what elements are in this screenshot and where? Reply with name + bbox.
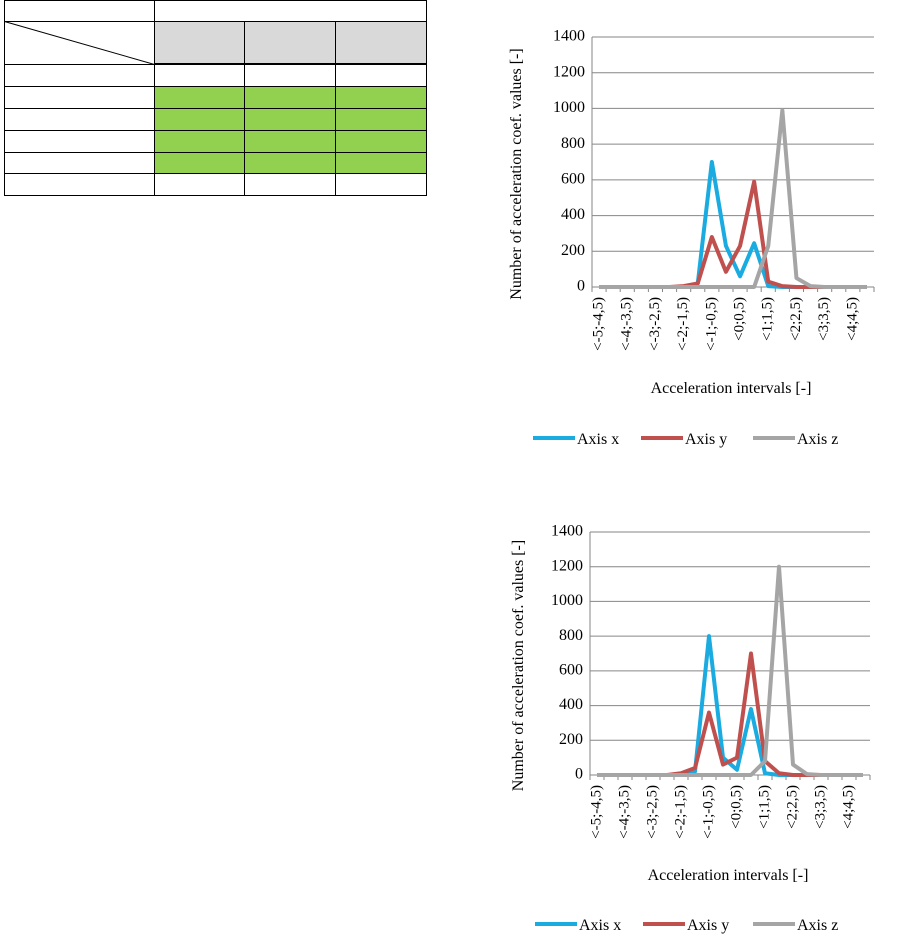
x-axis-label: Acceleration intervals [-]: [651, 380, 812, 397]
y-tick-label: 1200: [553, 63, 585, 80]
x-tick-label: <1;1,5): [760, 297, 776, 341]
legend-label: Axis x: [579, 917, 621, 934]
x-tick-label: <4;4,5): [840, 785, 856, 829]
series-line: [599, 108, 867, 289]
x-tick-label: <-3;-2,5): [647, 297, 663, 351]
x-tick-label: <-4;-3,5): [619, 297, 635, 351]
y-axis-label: Number of acceleration coef. values [-]: [508, 48, 525, 299]
y-tick-label: 200: [561, 242, 585, 259]
x-tick-label: <3;3,5): [816, 297, 832, 341]
x-tick-label: <-5;-4,5): [590, 297, 606, 351]
y-tick-label: 200: [559, 731, 583, 748]
x-tick-label: <-3;-2,5): [644, 785, 660, 839]
y-tick-label: 1400: [551, 523, 583, 540]
x-tick-label: <2;2,5): [784, 785, 800, 829]
y-axis-label: Number of acceleration coef. values [-]: [510, 540, 527, 791]
x-tick-label: <3;3,5): [812, 785, 828, 829]
y-tick-label: 400: [561, 206, 585, 223]
x-tick-label: <-1;-0,5): [703, 297, 719, 351]
table-cell: [244, 21, 336, 64]
legend-label: Axis x: [577, 431, 619, 448]
y-tick-label: 1200: [551, 557, 583, 574]
y-tick-label: 800: [559, 627, 583, 644]
x-tick-label: <-2;-1,5): [672, 785, 688, 839]
legend-label: Axis y: [687, 917, 729, 934]
y-tick-label: 1000: [551, 592, 583, 609]
table-cell: [335, 21, 427, 64]
y-tick-label: 1400: [553, 28, 585, 45]
y-tick-label: 0: [577, 278, 585, 295]
legend-label: Axis y: [685, 431, 727, 448]
table-border: [4, 0, 427, 196]
series-line: [599, 160, 867, 289]
table-diagonal: [4, 21, 155, 65]
y-tick-label: 0: [575, 766, 583, 783]
series-line: [599, 179, 867, 289]
x-axis-label: Acceleration intervals [-]: [648, 867, 809, 884]
x-tick-label: <1;1,5): [756, 785, 772, 829]
series-line: [597, 564, 863, 777]
y-tick-label: 1000: [553, 99, 585, 116]
x-tick-label: <-1;-0,5): [700, 785, 716, 839]
series-line: [597, 651, 863, 777]
x-tick-label: <0;0,5): [728, 785, 744, 829]
table-cell: [154, 21, 245, 64]
x-tick-label: <-2;-1,5): [675, 297, 691, 351]
y-tick-label: 600: [559, 662, 583, 679]
legend-label: Axis z: [797, 917, 838, 934]
x-tick-label: <-5;-4,5): [588, 785, 604, 839]
x-tick-label: <4;4,5): [844, 297, 860, 341]
y-tick-label: 800: [561, 135, 585, 152]
y-tick-label: 400: [559, 696, 583, 713]
x-tick-label: <2;2,5): [788, 297, 804, 341]
x-tick-label: <-4;-3,5): [616, 785, 632, 839]
y-tick-label: 600: [561, 171, 585, 188]
table: [4, 0, 427, 196]
legend-label: Axis z: [797, 431, 838, 448]
x-tick-label: <0;0,5): [731, 297, 747, 341]
